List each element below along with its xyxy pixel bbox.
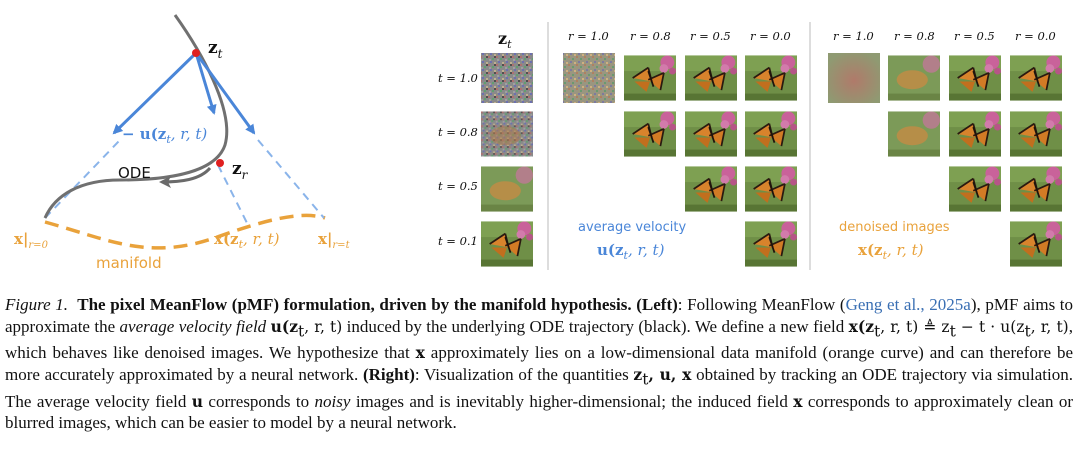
velocity-tile — [685, 54, 737, 102]
math: z — [633, 364, 643, 384]
figure-graphic: zt − u(zt, r, t) ODE zr x|r=0 x(zt, r, t… — [14, 14, 1062, 272]
dashed-line-right — [257, 139, 325, 219]
t-label: t = 1.0 — [438, 71, 478, 85]
denoised-tile — [1010, 165, 1062, 213]
figure-caption: Figure 1. The pixel MeanFlow (pMF) formu… — [5, 294, 1073, 434]
math: − t · u(z — [955, 317, 1025, 336]
denoised-title: denoised images — [839, 220, 950, 235]
denoised-tile — [1010, 220, 1062, 268]
caption-title: The pixel MeanFlow (pMF) formulation, dr… — [77, 295, 632, 314]
caption-text: corresponds to approximately clean or bl… — [5, 391, 1074, 433]
denoised-tile — [888, 111, 940, 157]
r-header: r = 0.0 — [1015, 29, 1056, 43]
zr-point — [216, 159, 224, 167]
zt-tile-1 — [481, 53, 533, 103]
denoised-tile — [888, 55, 940, 101]
denoised-tile — [1010, 110, 1062, 158]
ode-label: ODE — [118, 164, 151, 182]
velocity-tile — [745, 220, 797, 268]
velocity-arrow-left — [112, 51, 198, 135]
velocity-arrow-right — [194, 52, 256, 135]
r-header: r = 1.0 — [833, 29, 874, 43]
r-header: r = 1.0 — [568, 29, 609, 43]
math-sub: t — [874, 321, 881, 340]
math: u — [191, 391, 204, 411]
caption-text: approximately lies on a low-dimensional … — [5, 343, 1073, 384]
denoised-formula: x(zt, r, t) — [858, 241, 924, 262]
velocity-tile — [745, 110, 797, 158]
zt-column-header: zt — [498, 29, 512, 51]
zt-label: zt — [208, 38, 223, 61]
denoised-tile — [949, 54, 1001, 102]
math: , u, x — [648, 364, 692, 384]
velocity-arrow-mid — [194, 52, 217, 115]
figure-label: Figure 1. — [5, 295, 69, 314]
caption-text: images and is inevitably higher-dimensio… — [350, 391, 794, 411]
denoised-tile — [949, 165, 1001, 213]
math: x(z — [848, 316, 875, 336]
ode-arrow — [159, 166, 212, 188]
math-sub: t — [949, 321, 956, 340]
t-label: t = 0.8 — [438, 125, 478, 139]
denoised-tile — [1010, 54, 1062, 102]
caption-text: : Visualization of the quantities — [414, 364, 634, 384]
dashed-line-mid — [217, 164, 249, 226]
velocity-tile — [745, 165, 797, 213]
denoised-tile — [828, 53, 880, 103]
zt-tile-3 — [481, 166, 533, 212]
r-header: r = 0.5 — [954, 29, 995, 43]
velocity-tile — [624, 110, 676, 158]
r-header: r = 0.8 — [630, 29, 671, 43]
math-sub: t — [1024, 321, 1031, 340]
caption-text: , which behaves like denoised images. We… — [5, 316, 1073, 363]
t-label: t = 0.1 — [438, 234, 478, 248]
velocity-tile — [563, 53, 615, 103]
r-header: r = 0.5 — [690, 29, 731, 43]
caption-text: ), pMF aims to approximate the — [5, 295, 1074, 336]
caption-text: obtained by tracking an ODE trajectory v… — [5, 364, 1073, 411]
image-grid: zt r = 1.0 r = 0.8 r = 0.5 r = 0.0 r = 1… — [438, 22, 1062, 270]
velocity-title: average velocity — [578, 220, 686, 235]
math: , r, t) — [304, 317, 343, 336]
left-diagram: zt − u(zt, r, t) ODE zr x|r=0 x(zt, r, t… — [14, 14, 351, 272]
citation-link[interactable]: Geng et al., 2025a — [845, 295, 971, 314]
velocity-tile — [685, 110, 737, 158]
u-label: − u(zt, r, t) — [122, 125, 207, 146]
math: , r, t) ≜ z — [880, 317, 950, 336]
manifold-curve — [44, 213, 326, 250]
math-sub: t — [642, 370, 649, 389]
right-tag: (Right) — [362, 364, 415, 384]
x-rt-label: x|r=t — [318, 230, 351, 251]
caption-emphasis: average velocity field — [119, 316, 267, 336]
velocity-tile — [685, 165, 737, 213]
left-tag: (Left) — [636, 295, 678, 314]
caption-emphasis: noisy — [314, 391, 351, 411]
caption-text: corresponds to — [203, 391, 315, 411]
x-r0-label: x|r=0 — [14, 230, 49, 251]
velocity-tile — [624, 54, 676, 102]
ode-trajectory — [43, 14, 229, 219]
math: , r, t) — [1030, 317, 1069, 336]
r-header: r = 0.0 — [750, 29, 791, 43]
zr-label: zr — [232, 159, 249, 182]
math: x — [793, 391, 803, 411]
denoised-tile — [949, 110, 1001, 158]
caption-text: induced by the underlying ODE trajectory… — [342, 316, 849, 336]
x-mid-label: x(zt, r, t) — [214, 230, 280, 251]
t-label: t = 0.5 — [438, 179, 478, 193]
velocity-tile — [745, 54, 797, 102]
math-sub: t — [298, 321, 305, 340]
manifold-label: manifold — [96, 254, 162, 272]
math: u(z — [270, 316, 298, 336]
r-header: r = 0.8 — [894, 29, 935, 43]
velocity-formula: u(zt, r, t) — [597, 241, 665, 262]
zt-tile-2 — [481, 111, 533, 157]
dashed-line-left — [44, 139, 121, 219]
zt-point — [192, 49, 200, 57]
math: x — [415, 343, 425, 363]
zt-tile-4 — [481, 220, 533, 268]
caption-text: : Following MeanFlow ( — [677, 295, 846, 314]
